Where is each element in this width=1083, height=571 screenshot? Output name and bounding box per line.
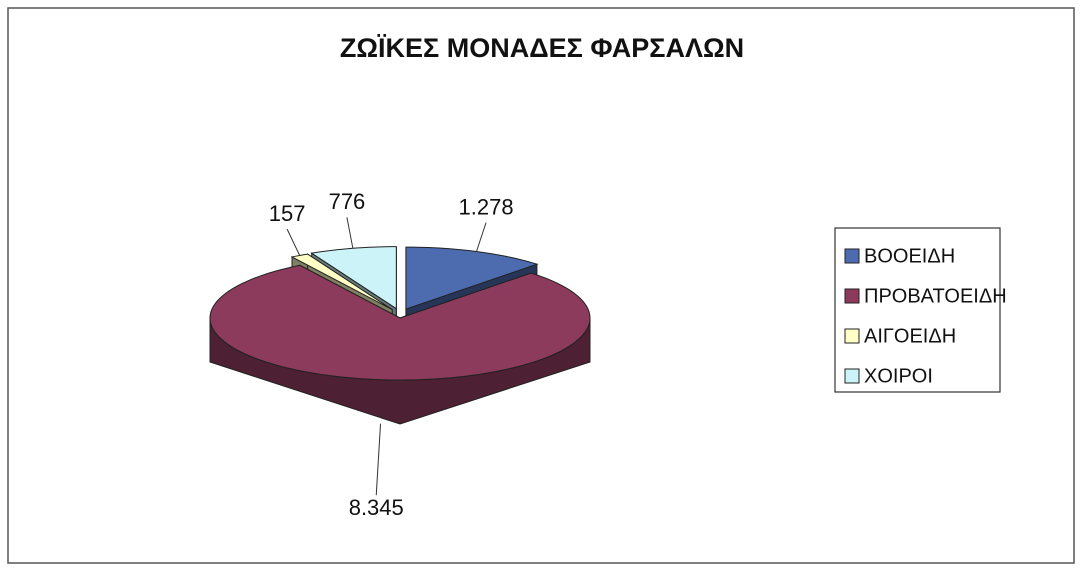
legend-swatch <box>844 328 860 344</box>
legend-label: ΑΙΓΟΕΙΔΗ <box>864 325 956 347</box>
data-label: 8.345 <box>349 495 404 520</box>
legend-label: ΠΡΟΒΑΤΟΕΙΔΗ <box>864 285 1007 307</box>
leader-line <box>286 228 301 256</box>
legend-label: ΒΟΟΕΙΔΗ <box>864 245 955 267</box>
data-label: 157 <box>269 201 306 226</box>
slice-top <box>405 246 539 310</box>
legend-swatch <box>844 248 860 264</box>
leader-line <box>346 217 354 249</box>
pie-slice <box>209 264 591 425</box>
chart-title: ΖΩΪΚΕΣ ΜΟΝΑΔΕΣ ΦΑΡΣΑΛΩΝ <box>340 33 744 63</box>
legend-label: ΧΟΙΡΟΙ <box>864 365 933 387</box>
legend-swatch <box>844 288 860 304</box>
slice-top <box>209 264 591 381</box>
data-label: 1.278 <box>459 194 514 219</box>
legend-box <box>834 227 1001 393</box>
data-label: 776 <box>329 189 366 214</box>
leader-line <box>476 222 487 252</box>
leader-line <box>375 423 382 496</box>
legend-swatch <box>844 368 860 384</box>
